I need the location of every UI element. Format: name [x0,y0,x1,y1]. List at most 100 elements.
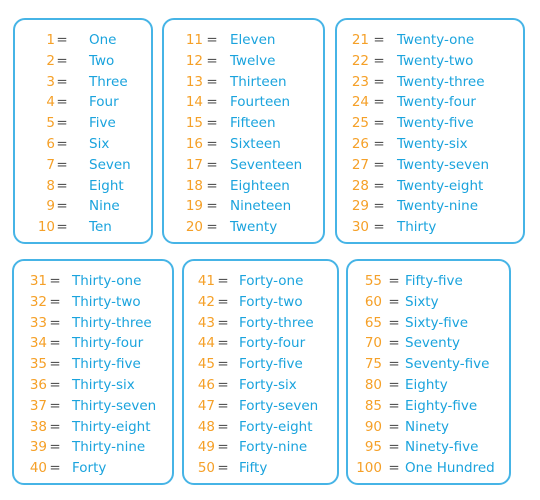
number-value: 35 [29,356,47,373]
number-row: 46 = Forty-six [184,375,337,396]
number-row: 8 = Eight [15,176,151,197]
number-word: Thirty-six [72,377,135,393]
number-row: 19 = Nineteen [164,196,323,217]
number-value: 65 [364,314,382,331]
number-word: Sixty [405,293,439,310]
number-word: Forty-six [239,377,297,393]
equals-sign: = [49,314,61,331]
equals-sign: = [56,219,68,236]
number-word: Thirteen [230,73,287,90]
number-word: Forty-two [239,293,303,310]
equals-sign: = [388,397,400,414]
number-row: 21 = Twenty-one [337,30,523,51]
number-row: 36 = Thirty-six [14,375,172,396]
number-row: 45 = Forty-five [184,354,337,375]
number-word: Four [89,94,119,111]
number-card-3: 21 = Twenty-one 22 = Twenty-two 23 = Twenty-thre… [335,18,525,244]
equals-sign: = [388,293,400,310]
number-row: 42 = Forty-two [184,292,337,313]
number-word: Twenty-four [397,94,476,111]
number-row: 65 = Sixty-five [348,313,509,334]
number-word: Seventeen [230,156,303,173]
number-row: 11 = Eleven [164,30,323,51]
number-row: 75 = Seventy-five [348,354,509,375]
number-row: 25 = Twenty-five [337,113,523,134]
number-value: 47 [197,397,215,414]
number-word: Forty-seven [239,397,319,414]
number-word: Eighty-five [405,397,478,414]
number-word: One [89,32,117,48]
number-word: Thirty-nine [72,439,146,456]
number-row: 85 = Eighty-five [348,396,509,417]
number-value: 36 [29,377,47,393]
equals-sign: = [56,198,68,215]
number-value: 49 [197,439,215,456]
equals-sign: = [373,32,385,48]
number-word: Twenty [230,219,278,236]
equals-sign: = [56,73,68,90]
equals-sign: = [217,418,229,435]
number-value: 95 [364,439,382,456]
equals-sign: = [373,94,385,111]
equals-sign: = [388,418,400,435]
number-value: 15 [185,115,203,132]
number-word: One Hundred [405,460,495,477]
number-word: Eighteen [230,177,290,194]
equals-sign: = [206,115,218,132]
number-card-5: 41 = Forty-one 42 = Forty-two 43 = Forty-three 44… [182,259,339,485]
number-word: Thirty-one [72,273,142,289]
equals-sign: = [217,314,229,331]
number-value: 60 [364,293,382,310]
equals-sign: = [56,52,68,69]
equals-sign: = [56,115,68,132]
number-word: Two [89,52,115,69]
number-value: 32 [29,293,47,310]
equals-sign: = [206,73,218,90]
number-value: 50 [197,460,215,477]
number-value: 90 [364,418,382,435]
equals-sign: = [388,314,400,331]
number-word: Thirty-five [72,356,141,373]
equals-sign: = [217,293,229,310]
equals-sign: = [49,460,61,477]
number-word: Ten [89,219,112,236]
number-value: 7 [46,156,55,173]
number-row: 12 = Twelve [164,51,323,72]
number-row: 39 = Thirty-nine [14,437,172,458]
number-value: 24 [351,94,369,111]
number-word: Eleven [230,32,276,48]
number-row: 26 = Twenty-six [337,134,523,155]
number-word: Forty [72,460,107,477]
number-row: 1 = One [15,30,151,51]
number-row: 20 = Twenty [164,217,323,238]
equals-sign: = [56,136,68,152]
number-row: 90 = Ninety [348,417,509,438]
equals-sign: = [373,136,385,152]
equals-sign: = [373,73,385,90]
number-value: 70 [364,335,382,352]
number-word: Forty-nine [239,439,308,456]
equals-sign: = [206,32,218,48]
number-word: Twenty-one [397,32,475,48]
number-row: 17 = Seventeen [164,155,323,176]
equals-sign: = [217,356,229,373]
equals-sign: = [49,293,61,310]
number-row: 32 = Thirty-two [14,292,172,313]
number-word: Forty-one [239,273,304,289]
equals-sign: = [388,335,400,352]
equals-sign: = [217,377,229,393]
number-word: Twenty-eight [397,177,484,194]
number-value: 40 [29,460,47,477]
number-word: Forty-four [239,335,306,352]
number-value: 19 [185,198,203,215]
number-value: 37 [29,397,47,414]
number-card-2: 11 = Eleven 12 = Twelve 13 = Thirteen 14 = Fourteen… [162,18,325,244]
number-word: Twenty-five [397,115,474,132]
number-value: 29 [351,198,369,215]
number-value: 43 [197,314,215,331]
number-word: Fifty [239,460,268,477]
number-word: Forty-five [239,356,303,373]
number-value: 80 [364,377,382,393]
equals-sign: = [217,397,229,414]
number-row: 38 = Thirty-eight [14,417,172,438]
